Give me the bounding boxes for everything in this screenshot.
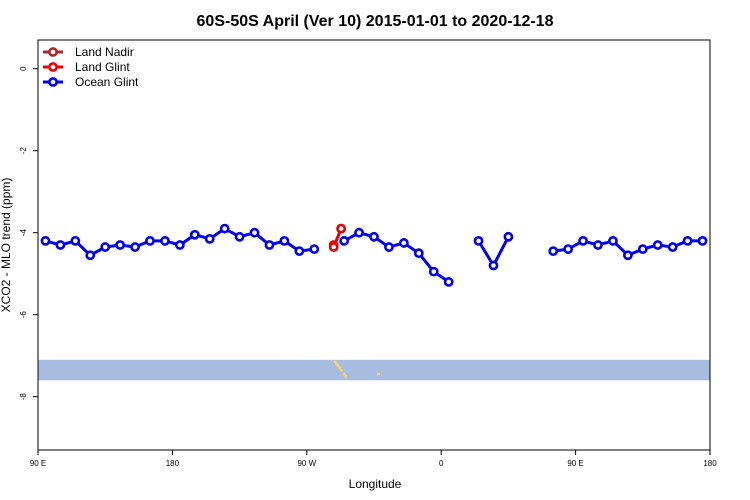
data-point <box>130 242 140 252</box>
y-tick-label: -8 <box>19 393 28 401</box>
legend-marker <box>48 62 58 72</box>
data-point <box>115 240 126 250</box>
data-point <box>145 235 155 246</box>
data-point <box>443 276 454 287</box>
data-point <box>328 242 339 252</box>
data-point <box>548 246 559 257</box>
data-point <box>473 235 484 246</box>
x-tick-label: 180 <box>166 459 180 468</box>
data-point <box>369 231 379 242</box>
data-point <box>593 240 603 250</box>
data-point <box>309 244 320 254</box>
data-point <box>204 233 215 244</box>
y-tick-label: -2 <box>19 147 28 155</box>
land-patch <box>376 372 381 376</box>
series-layer <box>40 223 708 287</box>
data-point <box>279 235 290 246</box>
map-band <box>38 359 710 381</box>
y-tick-label: -4 <box>19 229 28 237</box>
land-patch <box>335 362 339 366</box>
data-point <box>336 223 347 234</box>
y-tick-label: 0 <box>19 66 28 71</box>
data-point <box>578 235 588 246</box>
legend-item: Land Nadir <box>43 45 134 59</box>
data-point <box>339 235 350 246</box>
data-point <box>100 242 111 252</box>
data-point <box>160 235 170 246</box>
data-point <box>413 248 424 259</box>
data-point <box>174 240 185 250</box>
data-point <box>294 246 305 257</box>
series-land-glint <box>328 223 347 252</box>
data-point <box>264 240 275 250</box>
legend-item: Land Glint <box>43 60 130 74</box>
y-tick-label: -6 <box>19 311 28 319</box>
legend-marker <box>48 77 58 87</box>
y-axis-label: XCO2 - MLO trend (ppm) <box>0 178 13 313</box>
x-axis-label: Longitude <box>349 477 402 491</box>
data-point <box>563 244 574 254</box>
land-patch <box>338 366 342 370</box>
data-point <box>637 244 648 254</box>
x-tick-label: 180 <box>703 459 717 468</box>
land-patch <box>344 374 348 378</box>
series-ocean-glint <box>40 223 708 287</box>
data-point <box>70 235 81 246</box>
data-point <box>55 240 66 250</box>
data-point <box>354 227 364 238</box>
x-tick-label: 90 E <box>567 459 583 468</box>
data-point <box>667 242 678 252</box>
data-point <box>697 235 708 246</box>
land-patches <box>333 360 381 378</box>
x-axis: 90 E 180 90 W 0 90 E 180 <box>30 450 717 468</box>
x-tick-label: 0 <box>439 459 444 468</box>
y-axis: 0 -2 -4 -6 -8 <box>19 66 38 400</box>
data-point <box>398 238 409 248</box>
data-point <box>503 231 514 242</box>
legend-marker <box>48 47 58 57</box>
data-point <box>682 235 693 246</box>
legend-label: Land Nadir <box>75 45 134 59</box>
x-tick-label: 90 E <box>30 459 46 468</box>
data-point <box>189 229 200 240</box>
data-point <box>488 260 499 271</box>
data-point <box>608 235 618 246</box>
data-point <box>428 266 439 277</box>
data-point <box>652 240 663 250</box>
legend-label: Ocean Glint <box>75 75 139 89</box>
data-point <box>384 242 394 252</box>
ocean-band <box>38 359 710 381</box>
x-tick-label: 90 W <box>297 459 316 468</box>
data-point <box>219 223 230 234</box>
legend-item: Ocean Glint <box>43 75 139 89</box>
data-point <box>622 250 633 261</box>
data-point <box>40 235 51 246</box>
data-point <box>249 227 260 238</box>
chart-title: 60S-50S April (Ver 10) 2015-01-01 to 202… <box>197 13 554 30</box>
legend-label: Land Glint <box>75 60 130 74</box>
data-point <box>234 231 245 242</box>
plot-frame <box>37 39 711 451</box>
data-point <box>85 250 96 261</box>
